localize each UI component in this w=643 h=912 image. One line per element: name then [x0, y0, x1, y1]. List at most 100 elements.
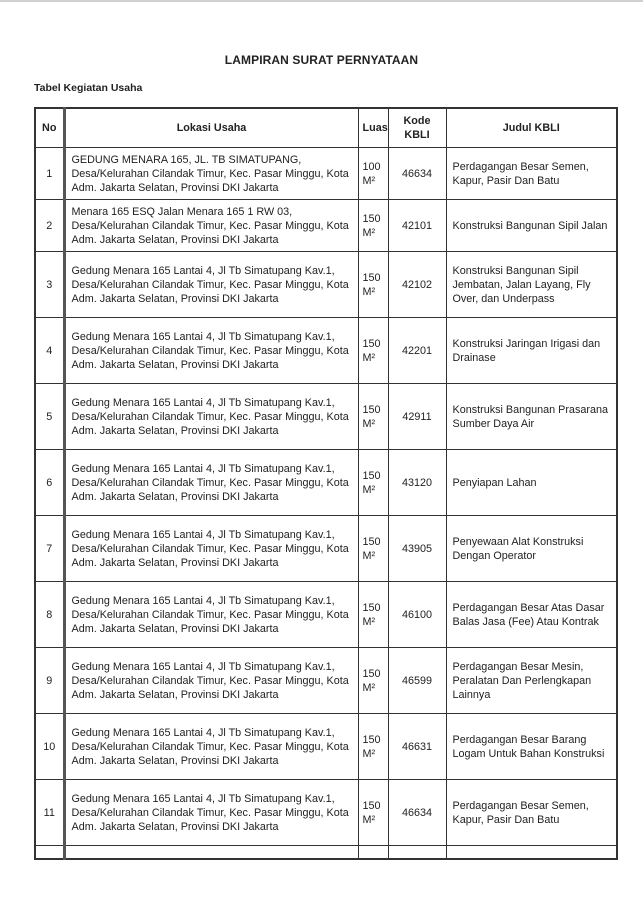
cell-no: 2: [34, 199, 66, 252]
header-luas: Luas: [357, 107, 389, 148]
table-header-row: No Lokasi Usaha Luas Kode KBLI Judul KBL…: [34, 107, 618, 148]
cell-luas: 150 M²: [357, 199, 389, 252]
header-kode-kbli: Kode KBLI: [387, 107, 447, 148]
cell-judul-kbli: Penyiapan Lahan: [445, 449, 618, 516]
luas-unit: M²: [362, 285, 376, 298]
kegiatan-usaha-table: No Lokasi Usaha Luas Kode KBLI Judul KBL…: [34, 107, 618, 860]
page-top-divider: [0, 0, 643, 2]
cell-luas: 150 M²: [357, 383, 389, 450]
luas-value: 100: [362, 160, 381, 173]
cell-luas: 150 M²: [357, 515, 389, 582]
cell-judul-kbli: Konstruksi Bangunan Prasarana Sumber Day…: [445, 383, 618, 450]
luas-value: 150: [362, 212, 381, 225]
table-row: 5 Gedung Menara 165 Lantai 4, Jl Tb Simat…: [34, 383, 618, 450]
luas-unit: M²: [362, 813, 376, 826]
header-judul-kbli: Judul KBLI: [445, 107, 618, 148]
table-row: 3 Gedung Menara 165 Lantai 4, Jl Tb Simat…: [34, 251, 618, 318]
cell-kode-kbli: 42911: [387, 383, 447, 450]
cell-luas: 150 M²: [357, 251, 389, 318]
luas-unit: M²: [362, 615, 376, 628]
cell-kode-kbli: 43120: [387, 449, 447, 516]
cell-judul-kbli: Konstruksi Jaringan Irigasi dan Drainase: [445, 317, 618, 384]
cell-judul-kbli: Perdagangan Besar Mesin, Peralatan Dan P…: [445, 647, 618, 714]
luas-value: 150: [362, 667, 381, 680]
cell-luas: 150 M²: [357, 581, 389, 648]
cell-lokasi-usaha: Gedung Menara 165 Lantai 4, Jl Tb Simatu…: [63, 779, 359, 846]
cell-lokasi-usaha: Gedung Menara 165 Lantai 4, Jl Tb Simatu…: [63, 317, 359, 384]
luas-unit: M²: [362, 747, 376, 760]
cell-empty: [445, 845, 618, 859]
cell-luas: 150 M²: [357, 647, 389, 714]
luas-value: 150: [362, 403, 381, 416]
cell-judul-kbli: Perdagangan Besar Semen, Kapur, Pasir Da…: [445, 779, 618, 846]
cell-no: 8: [34, 581, 66, 648]
cell-lokasi-usaha: Gedung Menara 165 Lantai 4, Jl Tb Simatu…: [63, 251, 359, 318]
cell-empty: [357, 845, 389, 859]
luas-unit: M²: [362, 351, 376, 364]
cell-no: 10: [34, 713, 66, 780]
cell-luas: 150 M²: [357, 449, 389, 516]
header-lokasi-usaha: Lokasi Usaha: [63, 107, 359, 148]
cell-judul-kbli: Perdagangan Besar Semen, Kapur, Pasir Da…: [445, 147, 618, 200]
table-row: 1 GEDUNG MENARA 165, JL. TB SIMATUPANG, D…: [34, 147, 618, 200]
cell-no: 7: [34, 515, 66, 582]
cell-no: 1: [34, 147, 66, 200]
table-caption: Tabel Kegiatan Usaha: [34, 82, 143, 94]
table-row: 11 Gedung Menara 165 Lantai 4, Jl Tb Sima…: [34, 779, 618, 846]
cell-no: 9: [34, 647, 66, 714]
table-row: 4 Gedung Menara 165 Lantai 4, Jl Tb Simat…: [34, 317, 618, 384]
luas-value: 150: [362, 535, 381, 548]
cell-no: 6: [34, 449, 66, 516]
cell-kode-kbli: 46599: [387, 647, 447, 714]
luas-unit: M²: [362, 549, 376, 562]
luas-unit: M²: [362, 681, 376, 694]
cell-lokasi-usaha: Menara 165 ESQ Jalan Menara 165 1 RW 03,…: [63, 199, 359, 252]
cell-luas: 150 M²: [357, 713, 389, 780]
luas-value: 150: [362, 271, 381, 284]
luas-unit: M²: [362, 417, 376, 430]
cell-empty: [63, 845, 359, 859]
cell-luas: 150 M²: [357, 317, 389, 384]
luas-unit: M²: [362, 174, 376, 187]
cell-kode-kbli: 46631: [387, 713, 447, 780]
cell-judul-kbli: Konstruksi Bangunan Sipil Jalan: [445, 199, 618, 252]
cell-lokasi-usaha: Gedung Menara 165 Lantai 4, Jl Tb Simatu…: [63, 581, 359, 648]
cell-kode-kbli: 42101: [387, 199, 447, 252]
luas-value: 150: [362, 601, 381, 614]
cell-kode-kbli: 46100: [387, 581, 447, 648]
cell-lokasi-usaha: GEDUNG MENARA 165, JL. TB SIMATUPANG, De…: [63, 147, 359, 200]
cell-kode-kbli: 42201: [387, 317, 447, 384]
cell-no: 11: [34, 779, 66, 846]
cell-kode-kbli: 46634: [387, 779, 447, 846]
document-title: LAMPIRAN SURAT PERNYATAAN: [224, 53, 419, 67]
cell-empty: [34, 845, 66, 859]
cell-judul-kbli: Konstruksi Bangunan Sipil Jembatan, Jala…: [445, 251, 618, 318]
cell-kode-kbli: 46634: [387, 147, 447, 200]
cell-lokasi-usaha: Gedung Menara 165 Lantai 4, Jl Tb Simatu…: [63, 449, 359, 516]
cell-no: 4: [34, 317, 66, 384]
cell-judul-kbli: Perdagangan Besar Barang Logam Untuk Bah…: [445, 713, 618, 780]
table-row: 7 Gedung Menara 165 Lantai 4, Jl Tb Simat…: [34, 515, 618, 582]
cell-no: 5: [34, 383, 66, 450]
header-no: No: [34, 107, 66, 148]
luas-unit: M²: [362, 483, 376, 496]
luas-value: 150: [362, 469, 381, 482]
table-row-partial: [34, 845, 618, 859]
cell-kode-kbli: 42102: [387, 251, 447, 318]
cell-luas: 100 M²: [357, 147, 389, 200]
cell-judul-kbli: Perdagangan Besar Atas Dasar Balas Jasa …: [445, 581, 618, 648]
table-row: 2 Menara 165 ESQ Jalan Menara 165 1 RW 03…: [34, 199, 618, 252]
luas-value: 150: [362, 799, 381, 812]
luas-value: 150: [362, 337, 381, 350]
cell-no: 3: [34, 251, 66, 318]
cell-lokasi-usaha: Gedung Menara 165 Lantai 4, Jl Tb Simatu…: [63, 713, 359, 780]
luas-unit: M²: [362, 226, 376, 239]
table-row: 6 Gedung Menara 165 Lantai 4, Jl Tb Simat…: [34, 449, 618, 516]
luas-value: 150: [362, 733, 381, 746]
cell-lokasi-usaha: Gedung Menara 165 Lantai 4, Jl Tb Simatu…: [63, 515, 359, 582]
cell-judul-kbli: Penyewaan Alat Konstruksi Dengan Operato…: [445, 515, 618, 582]
table-row: 9 Gedung Menara 165 Lantai 4, Jl Tb Simat…: [34, 647, 618, 714]
table-row: 10 Gedung Menara 165 Lantai 4, Jl Tb Sima…: [34, 713, 618, 780]
cell-lokasi-usaha: Gedung Menara 165 Lantai 4, Jl Tb Simatu…: [63, 647, 359, 714]
cell-empty: [387, 845, 447, 859]
